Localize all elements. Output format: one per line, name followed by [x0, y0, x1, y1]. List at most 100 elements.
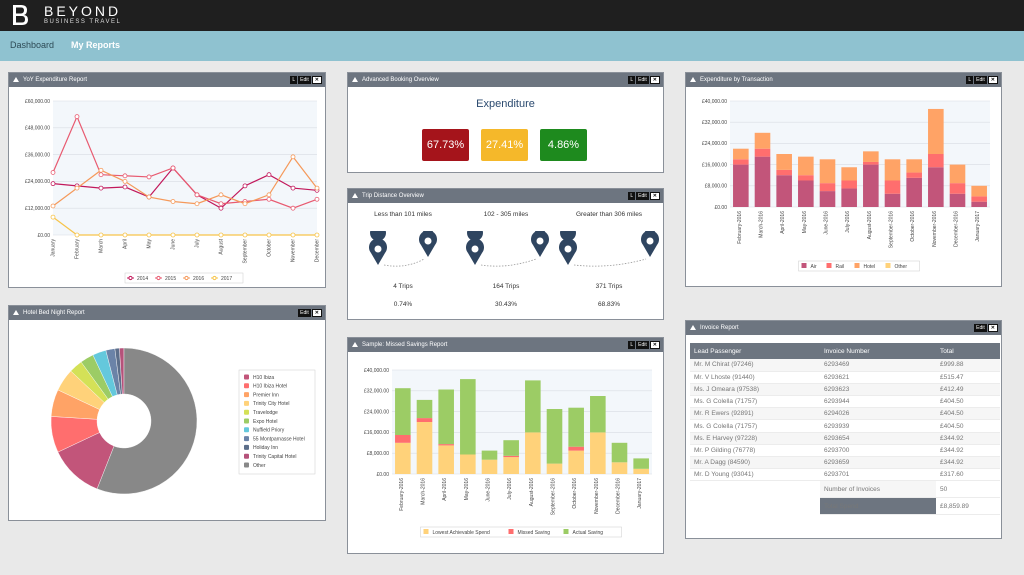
x-tick-label: November	[291, 239, 297, 262]
layout-button[interactable]: L	[628, 192, 636, 200]
bar-lowest-achievable-spend	[590, 432, 606, 474]
close-icon[interactable]: ✕	[311, 76, 322, 84]
col-total[interactable]: Total	[936, 343, 1000, 359]
collapse-caret-icon[interactable]	[13, 77, 19, 82]
brand-subtitle: BUSINESS TRAVEL	[44, 19, 122, 25]
trip-count: 4 Trips	[393, 283, 413, 290]
summary-value: £8,859.89	[936, 497, 1000, 516]
layout-button[interactable]: L	[290, 76, 298, 84]
layout-button[interactable]: L	[628, 341, 636, 349]
invoice-number-cell: 6293701	[820, 468, 936, 482]
edit-button[interactable]: Edit	[636, 341, 649, 349]
table-row[interactable]: Mr. V Lhoste (91440) 6293621 £515.47	[690, 371, 1000, 384]
collapse-caret-icon[interactable]	[690, 77, 696, 82]
collapse-caret-icon[interactable]	[352, 193, 358, 198]
close-icon[interactable]: ✕	[649, 76, 660, 84]
bar-hotel	[906, 159, 922, 173]
collapse-caret-icon[interactable]	[13, 310, 19, 315]
plot-area	[392, 370, 652, 474]
close-icon[interactable]: ✕	[311, 309, 322, 317]
trip-range-label: Less than 101 miles	[374, 211, 432, 218]
booking-heading: Expenditure	[476, 98, 535, 110]
total-cell: £344.92	[936, 444, 1000, 458]
legend-label: Air	[811, 264, 817, 270]
close-icon[interactable]: ✕	[649, 341, 660, 349]
legend-label: Rail	[836, 264, 845, 270]
trip-distance-widget: Trip Distance Overview L Edit ✕ Less tha…	[347, 188, 664, 320]
edit-button[interactable]: Edit	[298, 309, 311, 317]
legend-marker	[244, 383, 249, 389]
trip-range-label: 102 - 305 miles	[483, 211, 529, 218]
edit-button[interactable]: Edit	[974, 76, 987, 84]
lead-passenger-cell: Ms. G Colella (71757)	[690, 395, 820, 409]
x-tick-label: June-2016	[824, 211, 830, 235]
close-icon[interactable]: ✕	[987, 76, 998, 84]
bar-actual-saving	[481, 450, 498, 460]
layout-button[interactable]: L	[628, 76, 636, 84]
data-point	[98, 185, 104, 191]
x-tick-label: February-2016	[737, 211, 743, 244]
bar-air	[928, 167, 944, 207]
x-tick-label: July-2016	[507, 478, 513, 500]
collapse-caret-icon[interactable]	[690, 325, 696, 330]
x-tick-label: October-2016	[910, 211, 916, 242]
x-tick-label: December-2016	[954, 211, 960, 247]
col-lead-passenger[interactable]: Lead Passenger	[690, 343, 820, 359]
bar-air	[884, 193, 901, 207]
table-row[interactable]: Ms. J Omeara (97538) 6293623 £412.49	[690, 383, 1000, 397]
close-icon[interactable]: ✕	[649, 192, 660, 200]
col-invoice-number[interactable]: Invoice Number	[820, 343, 936, 359]
edit-button[interactable]: Edit	[636, 76, 649, 84]
bar-hotel	[841, 167, 857, 181]
widget-header: Invoice Report Edit ✕	[686, 321, 1001, 335]
table-row[interactable]: Mr. D Young (93041) 6293701 £317.60	[690, 468, 1000, 482]
table-row[interactable]: Ms. G Colella (71757) 6293944 £404.50	[690, 395, 1000, 409]
x-tick-label: August-2016	[529, 478, 535, 507]
nav-my-reports[interactable]: My Reports	[71, 40, 121, 50]
bar-rail	[949, 183, 966, 194]
widget-title: Sample: Missed Savings Report	[362, 342, 448, 348]
lead-passenger-cell: Mr. A Dagg (84590)	[690, 456, 820, 470]
table-row[interactable]: Mr. R Ewers (92891) 6294026 £404.50	[690, 407, 1000, 421]
table-row[interactable]: Ms. G Colella (71757) 6293939 £404.50	[690, 419, 1000, 433]
table-row[interactable]: Mr. P Gilding (76778) 6293700 £344.92	[690, 444, 1000, 458]
bar-rail	[733, 159, 749, 165]
total-cell: £404.50	[936, 407, 1000, 421]
table-row[interactable]: Ms. E Harvey (97228) 6293654 £344.92	[690, 432, 1000, 445]
edit-button[interactable]: Edit	[974, 324, 987, 332]
x-tick-label: June	[171, 239, 177, 250]
hotel-bed-night-widget: Hotel Bed Night Report Edit ✕ H10 Ibiza H…	[8, 305, 326, 521]
nav-dashboard[interactable]: Dashboard	[10, 40, 55, 50]
series-line-2017	[52, 216, 317, 236]
layout-button[interactable]: L	[966, 76, 974, 84]
edit-button[interactable]: Edit	[636, 192, 649, 200]
collapse-caret-icon[interactable]	[352, 77, 358, 82]
route-pins-graphic	[369, 231, 659, 267]
data-point	[74, 232, 80, 238]
edit-button[interactable]: Edit	[298, 76, 311, 84]
bar-actual-saving	[438, 389, 454, 445]
series-line-2016	[52, 155, 318, 207]
bar-hotel	[819, 159, 836, 184]
data-point	[50, 170, 56, 175]
summary-row: Total Spend £8,859.89	[690, 497, 1000, 516]
bar-hotel	[754, 132, 771, 149]
close-icon[interactable]: ✕	[987, 324, 998, 332]
bar-rail	[841, 180, 857, 189]
bar-missed-saving	[416, 418, 433, 422]
legend-marker	[244, 462, 249, 468]
bar-actual-saving	[460, 379, 476, 455]
data-point	[98, 167, 104, 173]
expenditure-transaction-widget: Expenditure by Transaction L Edit ✕ £0.0…	[685, 72, 1002, 287]
legend-marker	[563, 529, 569, 534]
collapse-caret-icon[interactable]	[352, 342, 358, 347]
data-point	[50, 214, 56, 220]
table-row[interactable]: Mr. A Dagg (84590) 6293659 £344.92	[690, 456, 1000, 470]
legend-label: Expo Hotel	[253, 419, 277, 425]
widget-header: YoY Expenditure Report L Edit ✕	[9, 73, 325, 87]
bar-rail	[798, 175, 814, 181]
widget-title: Invoice Report	[700, 325, 739, 331]
table-row[interactable]: Mr. M Chirat (97246) 6293469 £999.88	[690, 359, 1000, 372]
legend-label: Premier Inn	[253, 392, 279, 398]
invoice-report-widget: Invoice Report Edit ✕ Lead Passenger Inv…	[685, 320, 1002, 539]
